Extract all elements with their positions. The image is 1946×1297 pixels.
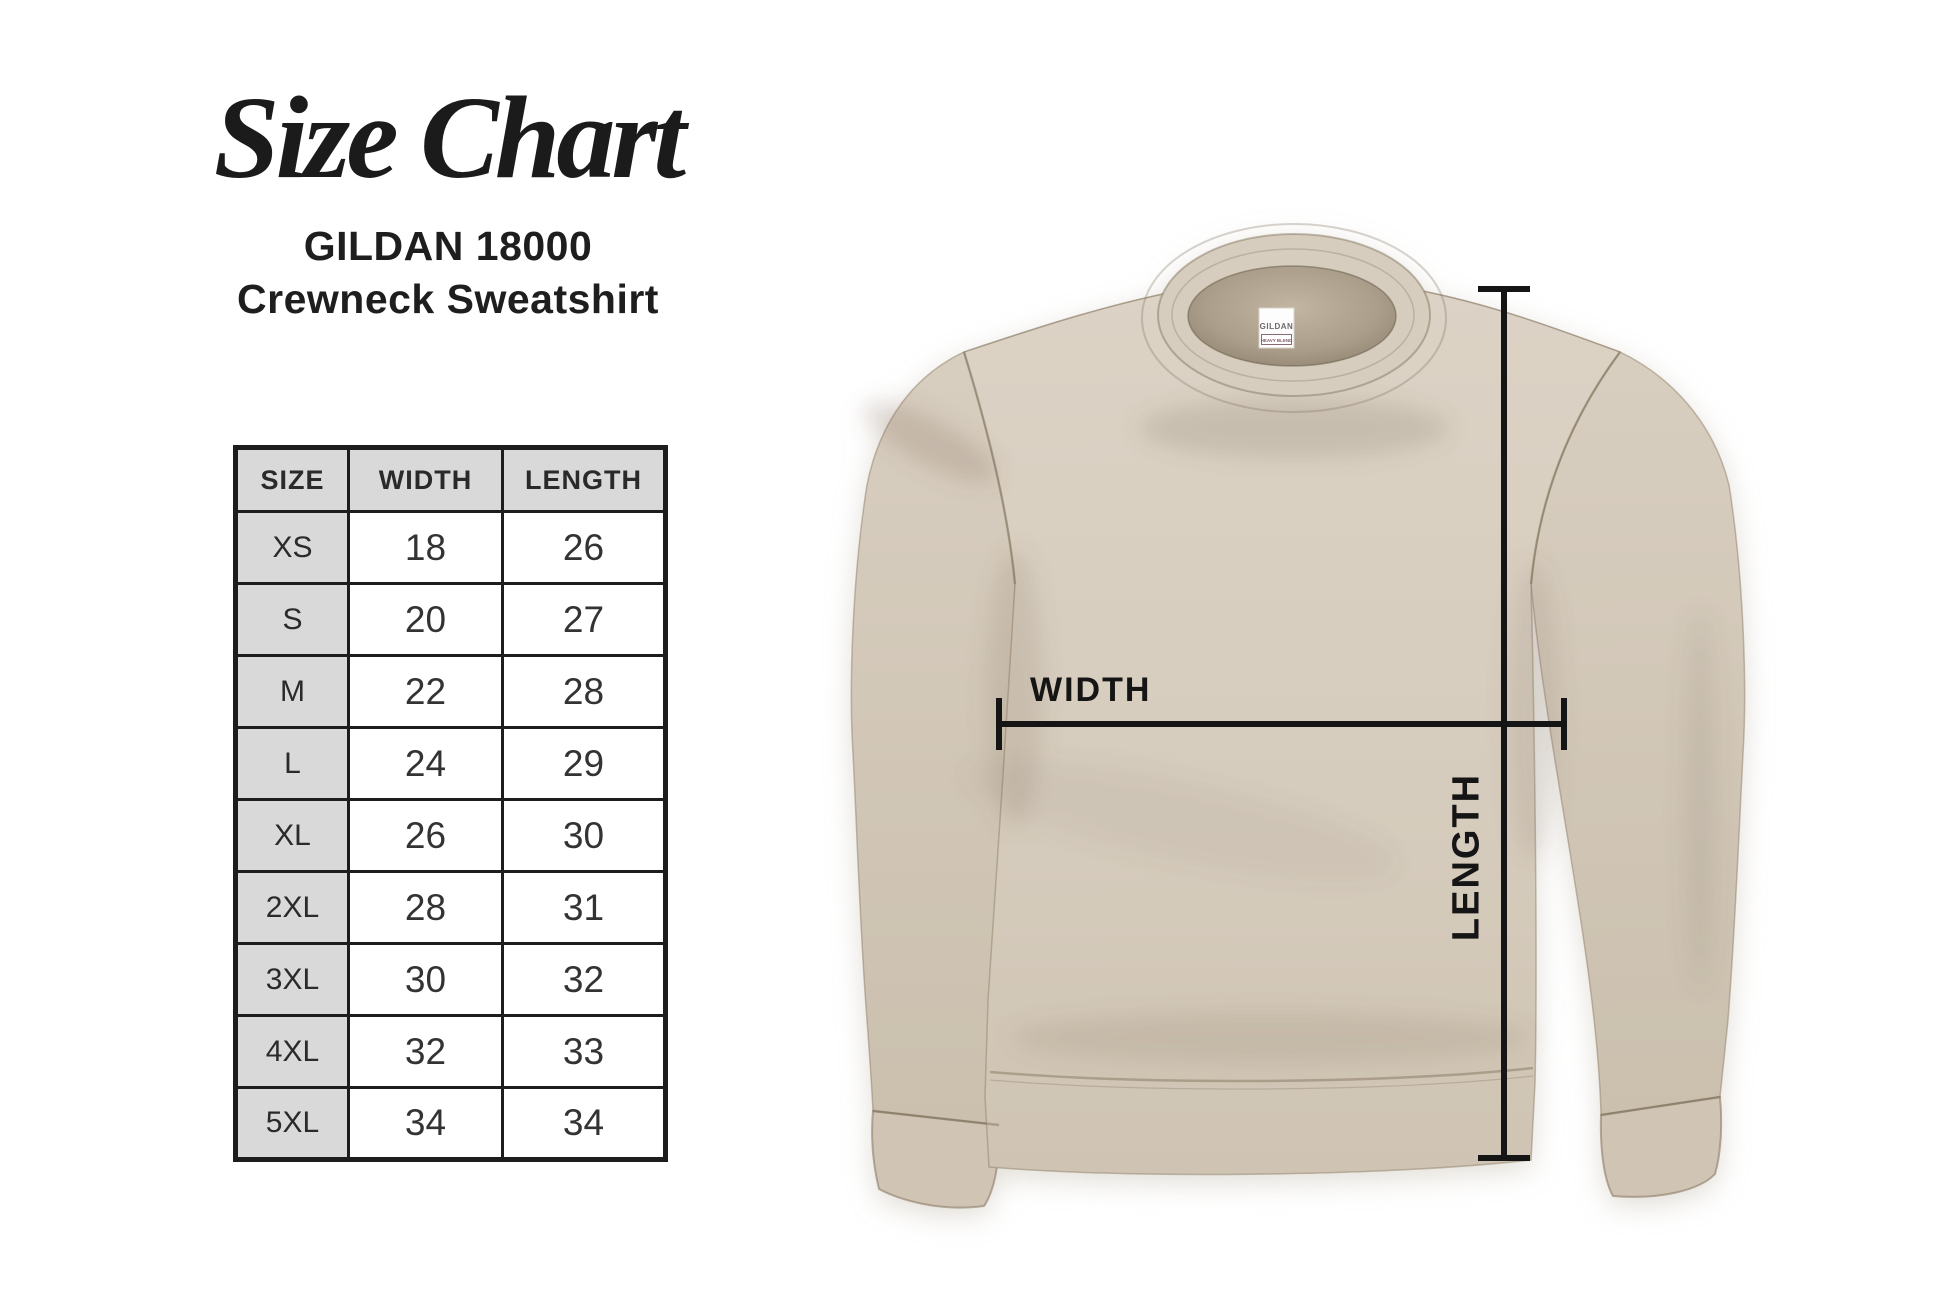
width-cell: 18 (347, 510, 504, 585)
size-table-body: XS 18 26 S 20 27 M 22 28 L 24 29 XL 26 30 2XL 28 31 3XL 30 3… (234, 510, 667, 1161)
seam-lines (872, 287, 1721, 1127)
size-cell: 4XL (234, 1014, 350, 1089)
garment: GILDAN HEAVY BLEND (850, 223, 1746, 1209)
size-cell: XS (234, 510, 350, 585)
size-cell: 3XL (234, 942, 350, 1017)
length-measure-line (1501, 288, 1507, 1158)
width-measure-cap-left (996, 698, 1002, 750)
width-cell: 32 (347, 1014, 504, 1089)
width-cell: 24 (347, 726, 504, 801)
col-header-size: SIZE (234, 446, 350, 513)
width-cell: 30 (347, 942, 504, 1017)
table-row: L 24 29 (234, 726, 667, 801)
length-label: LENGTH (1445, 772, 1488, 942)
length-cell: 28 (501, 654, 667, 729)
length-cell: 30 (501, 798, 667, 873)
table-row: 5XL 34 34 (234, 1086, 667, 1161)
length-cell: 33 (501, 1014, 667, 1089)
product-model: GILDAN 18000 (303, 222, 593, 269)
size-cell: 5XL (234, 1086, 350, 1161)
length-cell: 32 (501, 942, 667, 1017)
width-cell: 26 (347, 798, 504, 873)
width-cell: 20 (347, 582, 504, 657)
page-title: Size Chart (213, 72, 686, 203)
width-measure-line (998, 721, 1565, 727)
length-cell: 34 (501, 1086, 667, 1161)
table-row: XS 18 26 (234, 510, 667, 585)
table-row: 3XL 30 32 (234, 942, 667, 1017)
garment-cuff-left (871, 1109, 1001, 1209)
col-header-length: LENGTH (501, 446, 667, 513)
neck-label-blend-text: HEAVY BLEND (1261, 338, 1294, 343)
size-cell: XL (234, 798, 350, 873)
table-row: 4XL 32 33 (234, 1014, 667, 1089)
header-row: SIZE WIDTH LENGTH (234, 446, 667, 513)
width-cell: 22 (347, 654, 504, 729)
neck-label: GILDAN HEAVY BLEND (1258, 307, 1295, 349)
table-row: XL 26 30 (234, 798, 667, 873)
fabric-shading (862, 398, 1716, 1064)
length-measure-cap-top (1478, 286, 1530, 292)
width-cell: 28 (347, 870, 504, 945)
width-measure-cap-right (1561, 698, 1567, 750)
table-row: 2XL 28 31 (234, 870, 667, 945)
size-table-header: SIZE WIDTH LENGTH (234, 446, 667, 513)
size-cell: L (234, 726, 350, 801)
length-cell: 31 (501, 870, 667, 945)
width-cell: 34 (347, 1086, 504, 1161)
table-row: M 22 28 (234, 654, 667, 729)
length-measure-cap-bottom (1478, 1155, 1530, 1161)
product-name: Crewneck Sweatshirt (237, 275, 659, 322)
col-header-width: WIDTH (347, 446, 504, 513)
table-row: S 20 27 (234, 582, 667, 657)
length-cell: 29 (501, 726, 667, 801)
neck-label-brand-text: GILDAN (1260, 322, 1294, 331)
size-cell: 2XL (234, 870, 350, 945)
size-table: SIZE WIDTH LENGTH XS 18 26 S 20 27 M 22 28 L 24 29 X… (233, 445, 668, 1162)
length-cell: 27 (501, 582, 667, 657)
garment-body (963, 252, 1622, 1176)
length-cell: 26 (501, 510, 667, 585)
width-label: WIDTH (1030, 671, 1152, 709)
size-cell: S (234, 582, 350, 657)
size-cell: M (234, 654, 350, 729)
garment-cuff-right (1599, 1095, 1723, 1198)
header-block: Size Chart GILDAN 18000 Crewneck Sweatsh… (163, 70, 733, 326)
